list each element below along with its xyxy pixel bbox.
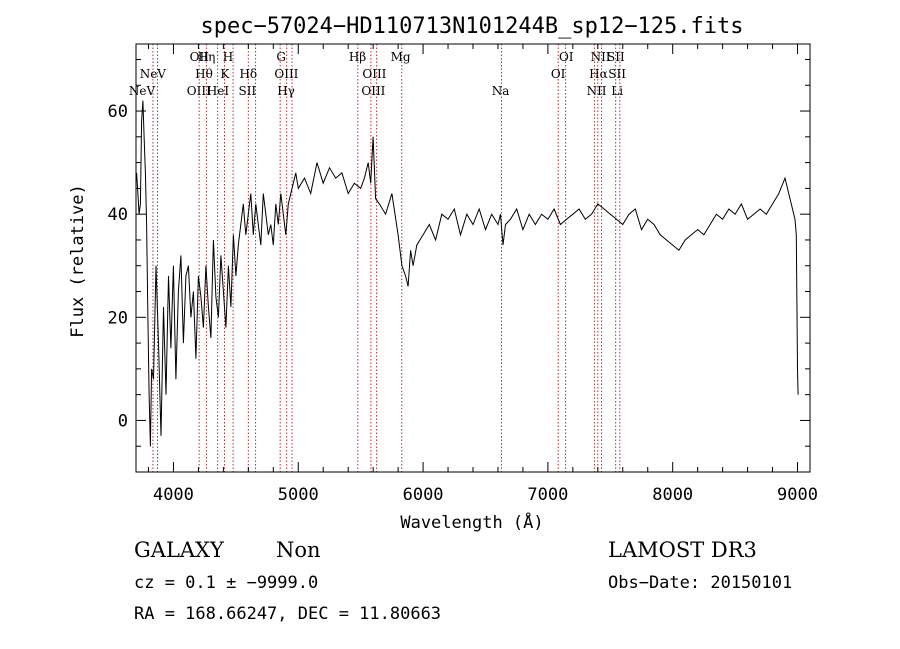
spectral-line-label: OII (190, 50, 210, 64)
spectral-line-label: H (223, 50, 233, 64)
spectral-line-label: Li (611, 84, 623, 98)
spectral-line-label: Hθ (195, 67, 213, 81)
spectral-line-label: Hγ (277, 84, 295, 98)
x-tick-label: 7000 (527, 485, 568, 505)
spectral-line-label: Mg (391, 50, 411, 64)
redshift-text: cz = 0.1 ± −9999.0 (134, 573, 319, 593)
y-tick-label: 60 (108, 102, 128, 122)
x-tick-label: 6000 (403, 485, 444, 505)
spectral-line-label: OI (551, 67, 566, 81)
spectral-line-label: SII (607, 50, 625, 64)
x-tick-label: 5000 (278, 485, 319, 505)
spectral-line-label: SII (238, 84, 256, 98)
survey-label: LAMOST DR3 (608, 538, 757, 562)
object-subclass-label: Non (276, 538, 321, 562)
ra-dec-text: RA = 168.66247, DEC = 11.80663 (134, 604, 442, 624)
spectral-line-markers (152, 44, 621, 472)
spectral-line-label: NII (591, 50, 611, 64)
spectral-line-label: OIII (274, 67, 298, 81)
y-tick-label: 20 (108, 308, 128, 328)
x-tick-label: 8000 (652, 485, 693, 505)
spectral-line-label: Hβ (349, 50, 366, 64)
spectral-line-label: OIII (187, 84, 211, 98)
x-tick-label: 4000 (153, 485, 194, 505)
spectral-line-label: NII (587, 84, 607, 98)
spectrum-line (136, 100, 799, 447)
spectral-line-label: Hδ (239, 67, 257, 81)
spectral-line-label: OIII (362, 67, 386, 81)
obs-date-text: Obs−Date: 20150101 (608, 573, 793, 593)
spectral-line-label: OI (559, 50, 574, 64)
spectral-line-label: NeV (129, 84, 156, 98)
object-class-label: GALAXY (134, 538, 224, 562)
axis-ticks: 4000 5000 6000 7000 8000 9000 0 20 40 60 (108, 44, 818, 505)
spectral-line-label: K (220, 67, 230, 81)
spectral-line-label: G (276, 50, 286, 64)
y-tick-label: 0 (118, 411, 128, 431)
spectral-line-label: NeV (140, 67, 167, 81)
spectral-line-label: SII (608, 67, 626, 81)
spectral-line-label: HeI (207, 84, 230, 98)
spectral-line-label: Na (492, 84, 510, 98)
chart-title: spec−57024−HD110713N101244B_sp12−125.fit… (200, 14, 743, 39)
spectral-line-label: Hα (589, 67, 608, 81)
spectral-line-label: Hη (198, 50, 216, 64)
y-tick-label: 40 (108, 205, 128, 225)
x-tick-label: 9000 (777, 485, 818, 505)
x-axis-label: Wavelength (Å) (400, 511, 543, 533)
y-axis-label: Flux (relative) (68, 184, 88, 338)
spectral-line-label: OIII (361, 84, 385, 98)
